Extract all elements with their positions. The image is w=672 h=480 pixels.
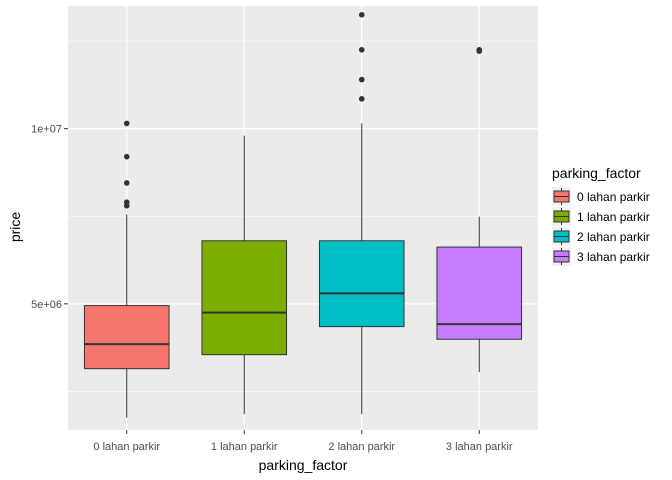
- x-tick-label: 3 lahan parkir: [446, 441, 513, 453]
- outlier-point: [476, 48, 483, 55]
- box-group: [83, 120, 170, 418]
- boxes-layer: [83, 11, 523, 418]
- outlier-point: [358, 76, 365, 83]
- box-body: [318, 240, 405, 328]
- outlier-point: [358, 96, 365, 102]
- x-tick-label: 2 lahan parkir: [328, 441, 395, 453]
- x-tick-label: 1 lahan parkir: [211, 441, 278, 453]
- outlier-point: [123, 153, 130, 160]
- box-group: [436, 47, 523, 373]
- outlier-point: [123, 120, 130, 127]
- x-axis-title: parking_factor: [259, 457, 348, 473]
- y-tick-label: 5e+06: [31, 299, 62, 311]
- outlier-point: [123, 199, 130, 206]
- box-group: [318, 11, 405, 415]
- x-tick-label: 0 lahan parkir: [93, 441, 160, 453]
- legend-label: 3 lahan parkir: [577, 250, 650, 264]
- box-body: [83, 305, 170, 370]
- box-body: [436, 246, 523, 340]
- outlier-point: [358, 11, 365, 18]
- y-axis-title: price: [7, 212, 23, 243]
- legend: parking_factor 0 lahan parkir 1 lahan par…: [552, 165, 650, 266]
- box-body: [201, 240, 288, 356]
- x-axis: 0 lahan parkir 1 lahan parkir 2 lahan park…: [93, 430, 513, 453]
- outlier-point: [123, 180, 130, 186]
- y-tick-label: 1e+07: [31, 124, 62, 136]
- legend-label: 1 lahan parkir: [577, 210, 650, 224]
- box-group: [201, 135, 288, 415]
- legend-title: parking_factor: [552, 165, 641, 181]
- legend-label: 2 lahan parkir: [577, 230, 650, 244]
- y-axis: 5e+06 1e+07: [31, 124, 68, 311]
- legend-label: 0 lahan parkir: [577, 190, 650, 204]
- outlier-point: [358, 47, 365, 53]
